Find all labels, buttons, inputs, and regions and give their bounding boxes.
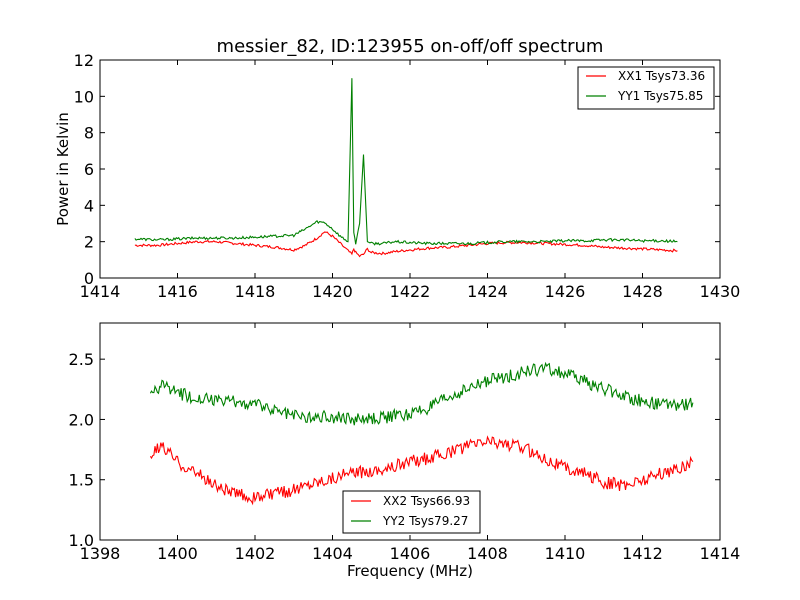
top-x-tick-label: 1430 — [700, 282, 741, 301]
top-y-tick-label: 0 — [84, 269, 94, 288]
bottom-x-tick-label: 1412 — [622, 544, 663, 563]
legend-label-yy2: YY2 Tsys79.27 — [382, 514, 468, 528]
top-series-line-xx1 — [134, 231, 678, 258]
bottom-x-tick-label: 1406 — [390, 544, 431, 563]
bottom-y-ticks: 1.0 1.5 2.0 2.5 — [69, 350, 720, 550]
bottom-x-tick-label: 1410 — [545, 544, 586, 563]
bottom-x-tick-label: 1400 — [157, 544, 198, 563]
top-y-tick-label: 10 — [74, 87, 94, 106]
bottom-x-ticks: 1398 1400 1402 1404 1406 1408 1410 1412 1414 — [80, 323, 741, 563]
top-y-tick-label: 6 — [84, 160, 94, 179]
legend-label-yy1: YY1 Tsys75.85 — [617, 89, 703, 103]
top-y-axis-label: Power in Kelvin — [54, 112, 72, 226]
top-x-tick-label: 1424 — [467, 282, 508, 301]
top-x-tick-label: 1416 — [157, 282, 198, 301]
top-x-tick-label: 1414 — [80, 282, 121, 301]
top-y-tick-label: 4 — [84, 196, 94, 215]
x-axis-label: Frequency (MHz) — [347, 562, 473, 580]
bottom-y-tick-label: 2.5 — [69, 350, 94, 369]
top-x-ticks: 1414 1416 1418 1420 1422 1424 1426 1428 1430 — [80, 60, 741, 301]
top-x-tick-label: 1422 — [390, 282, 431, 301]
top-x-tick-label: 1418 — [235, 282, 276, 301]
bottom-x-tick-label: 1402 — [235, 544, 276, 563]
top-series-line-yy1 — [134, 78, 678, 246]
top-legend: XX1 Tsys73.36 YY1 Tsys75.85 — [577, 66, 715, 110]
bottom-plot-lines — [149, 361, 694, 506]
legend-label-xx2: XX2 Tsys66.93 — [383, 494, 470, 508]
top-y-tick-label: 8 — [84, 124, 94, 143]
bottom-x-tick-label: 1404 — [312, 544, 353, 563]
bottom-y-tick-label: 2.0 — [69, 410, 94, 429]
bottom-y-tick-label: 1.0 — [69, 531, 94, 550]
top-plot-lines — [134, 78, 678, 258]
bottom-series-line-yy2 — [149, 361, 694, 426]
bottom-y-tick-label: 1.5 — [69, 471, 94, 490]
top-y-ticks: 0 2 4 6 8 10 12 — [74, 51, 720, 288]
bottom-plot: 1398 1400 1402 1404 1406 1408 1410 1412 1414 1.0… — [69, 322, 741, 580]
top-x-tick-label: 1426 — [545, 282, 586, 301]
bottom-legend: XX2 Tsys66.93 YY2 Tsys79.27 — [342, 490, 481, 534]
bottom-x-tick-label: 1408 — [467, 544, 508, 563]
bottom-x-tick-label: 1414 — [700, 544, 741, 563]
bottom-legend-box — [342, 490, 481, 534]
top-y-tick-label: 12 — [74, 51, 94, 70]
top-x-tick-label: 1420 — [312, 282, 353, 301]
legend-label-xx1: XX1 Tsys73.36 — [618, 69, 705, 83]
top-y-tick-label: 2 — [84, 233, 94, 252]
bottom-x-tick-label: 1398 — [80, 544, 121, 563]
chart-title: messier_82, ID:123955 on-off/off spectru… — [217, 36, 604, 57]
top-plot: 1414 1416 1418 1420 1422 1424 1426 1428 1430 0 2 4… — [54, 51, 740, 301]
top-x-tick-label: 1428 — [622, 282, 663, 301]
top-legend-box — [577, 66, 715, 110]
bottom-series-line-xx2 — [149, 435, 694, 506]
